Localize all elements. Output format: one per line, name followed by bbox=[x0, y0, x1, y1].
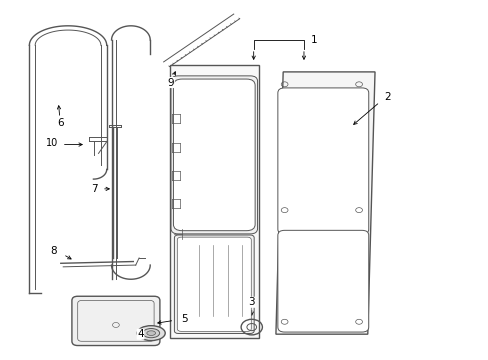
Text: 9: 9 bbox=[167, 77, 174, 87]
Polygon shape bbox=[275, 72, 374, 334]
FancyBboxPatch shape bbox=[171, 76, 257, 234]
FancyBboxPatch shape bbox=[169, 65, 259, 338]
Text: 2: 2 bbox=[383, 92, 389, 102]
Text: 1: 1 bbox=[311, 35, 317, 45]
Text: 5: 5 bbox=[181, 314, 187, 324]
Ellipse shape bbox=[146, 331, 155, 336]
FancyBboxPatch shape bbox=[72, 296, 160, 346]
FancyBboxPatch shape bbox=[277, 88, 368, 234]
Text: 7: 7 bbox=[91, 184, 98, 194]
FancyBboxPatch shape bbox=[177, 237, 251, 331]
Text: 6: 6 bbox=[58, 118, 64, 128]
FancyBboxPatch shape bbox=[174, 235, 254, 333]
Text: 10: 10 bbox=[46, 139, 58, 148]
FancyBboxPatch shape bbox=[173, 79, 255, 231]
FancyBboxPatch shape bbox=[277, 230, 368, 332]
Ellipse shape bbox=[137, 326, 165, 341]
Text: 8: 8 bbox=[50, 246, 57, 256]
Text: 4: 4 bbox=[137, 329, 143, 339]
Text: 3: 3 bbox=[248, 297, 255, 307]
FancyBboxPatch shape bbox=[78, 301, 154, 341]
Ellipse shape bbox=[142, 329, 159, 338]
